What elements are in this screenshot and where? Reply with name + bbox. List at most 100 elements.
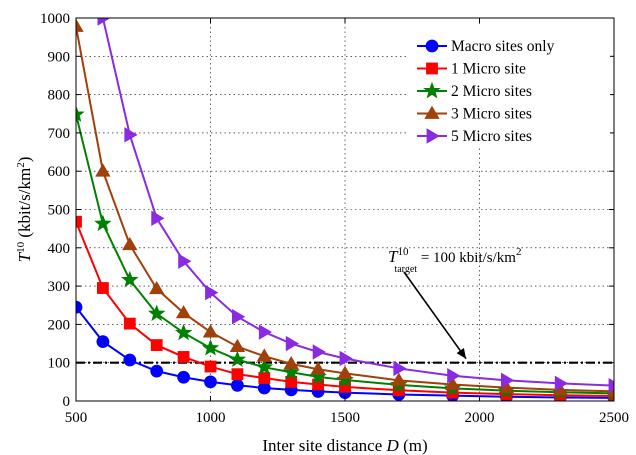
data-point	[312, 344, 326, 360]
data-point	[256, 348, 272, 362]
series-line	[101, 18, 614, 387]
data-point	[258, 324, 273, 340]
legend-marker	[426, 128, 440, 144]
data-point	[177, 370, 191, 384]
data-point	[177, 351, 190, 363]
data-point	[123, 317, 136, 330]
data-point	[123, 353, 137, 367]
data-point	[391, 372, 407, 386]
data-point	[76, 18, 84, 32]
legend-label: 5 Micro sites	[451, 128, 532, 145]
data-point	[148, 304, 166, 322]
y-tick-label: 400	[48, 241, 71, 257]
target-annotation-text: T10 target = 100 kbit/s/km2	[388, 246, 521, 275]
data-point	[231, 368, 244, 381]
legend-label: Macro sites only	[451, 38, 555, 55]
data-point	[95, 163, 111, 177]
data-point	[94, 214, 112, 232]
data-point	[608, 377, 614, 394]
legend-marker	[424, 105, 440, 119]
data-point	[283, 356, 299, 370]
x-tick-label: 1000	[196, 410, 226, 426]
data-point	[339, 350, 353, 367]
data-point	[151, 210, 165, 227]
data-point	[97, 282, 109, 294]
data-point	[97, 18, 111, 26]
y-tick-label: 600	[48, 164, 71, 180]
legend: Macro sites only 1 Micro site 2 Micro site…	[408, 24, 610, 147]
series-2	[76, 215, 614, 401]
y-tick-label: 200	[48, 317, 71, 333]
legend-label: 3 Micro sites	[451, 106, 532, 123]
data-point	[285, 375, 298, 388]
data-point	[76, 105, 85, 122]
data-point	[258, 372, 271, 384]
y-tick-label: 500	[48, 203, 71, 219]
data-point	[393, 360, 407, 377]
legend-label: 1 Micro site	[451, 61, 526, 78]
target-annotation: T10 target = 100 kbit/s/km2	[388, 246, 521, 360]
x-tick-label: 500	[65, 410, 88, 426]
data-point	[150, 364, 164, 378]
x-tick-label: 2000	[465, 410, 495, 426]
data-point	[229, 338, 246, 353]
legend-label: 2 Micro sites	[451, 83, 532, 100]
series-group	[76, 18, 614, 401]
data-point	[255, 358, 273, 375]
series-line	[76, 221, 614, 398]
data-point	[230, 378, 244, 392]
legend-marker	[426, 62, 438, 75]
y-tick-label: 300	[48, 279, 71, 295]
axis-ticks: 500 1000 1500 2000 2500 0 100 200 300 400 500 600 70…	[40, 11, 629, 426]
y-tick-label: 700	[48, 126, 71, 142]
y-tick-label: 0	[63, 394, 71, 410]
arrow-shaft	[403, 271, 467, 360]
data-point	[282, 363, 300, 380]
data-point	[231, 309, 246, 325]
data-point	[444, 376, 461, 390]
x-tick-label: 1500	[330, 410, 360, 426]
legend-marker	[423, 81, 441, 99]
legend-item: 5 Micro sites	[417, 128, 532, 145]
arrow-head	[456, 347, 467, 359]
legend-box	[408, 24, 610, 147]
data-point	[500, 372, 515, 389]
series-line	[76, 26, 614, 393]
data-point	[205, 284, 219, 301]
y-axis-label: T10 (kbit/s/km2)	[15, 157, 34, 263]
data-point	[310, 361, 326, 375]
legend-item: Macro sites only	[417, 38, 555, 55]
y-tick-label: 100	[48, 356, 71, 372]
data-point	[201, 339, 220, 356]
series-line	[76, 114, 614, 395]
data-point	[178, 253, 192, 269]
data-point	[76, 215, 82, 228]
data-point	[285, 335, 299, 352]
data-point	[124, 127, 138, 143]
data-point	[122, 236, 138, 251]
data-point	[228, 350, 247, 368]
data-point	[204, 375, 217, 389]
data-point	[96, 335, 110, 349]
data-point	[337, 365, 353, 379]
legend-item: 3 Micro sites	[417, 106, 532, 123]
legend-item: 1 Micro site	[417, 61, 526, 78]
data-point	[554, 375, 568, 392]
x-axis-label: Inter site distance D (m)	[262, 436, 427, 455]
data-point	[149, 280, 165, 295]
y-tick-label: 900	[48, 49, 71, 65]
y-tick-label: 800	[48, 88, 71, 104]
data-point	[204, 360, 217, 373]
data-point	[150, 339, 163, 351]
legend-item: 2 Micro sites	[417, 81, 532, 100]
data-point	[175, 305, 192, 319]
legend-marker	[425, 39, 439, 53]
data-point	[447, 368, 461, 384]
data-point	[174, 323, 193, 341]
x-tick-label: 2500	[599, 410, 629, 426]
data-point	[202, 324, 219, 338]
y-tick-label: 1000	[40, 11, 70, 27]
data-point	[76, 300, 83, 314]
annotation-arrow	[403, 271, 467, 360]
